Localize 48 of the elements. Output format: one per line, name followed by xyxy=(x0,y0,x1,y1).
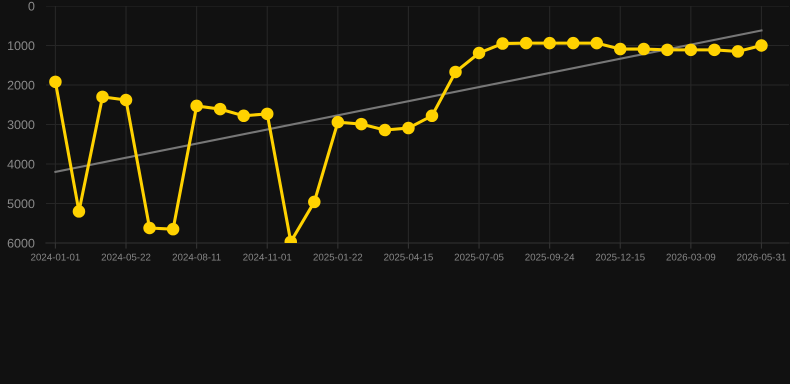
x-tick-label: 2025-01-22 xyxy=(313,254,362,261)
point xyxy=(755,39,768,52)
point xyxy=(260,108,274,120)
point xyxy=(614,42,627,56)
x-tick-label: 2026-03-09 xyxy=(666,254,716,261)
point xyxy=(543,36,556,50)
point xyxy=(590,36,603,50)
point xyxy=(684,44,698,56)
y-tick-label: 6000 xyxy=(8,238,34,248)
point xyxy=(638,42,650,56)
point xyxy=(472,46,486,60)
point xyxy=(402,122,415,134)
point xyxy=(166,222,180,236)
point xyxy=(566,36,580,50)
point xyxy=(355,118,368,130)
point xyxy=(426,110,438,122)
point xyxy=(661,44,674,56)
point xyxy=(332,116,344,128)
point xyxy=(214,102,226,116)
x-tick-label: 2025-09-24 xyxy=(525,254,574,261)
point xyxy=(449,66,462,78)
point xyxy=(72,205,86,218)
point xyxy=(96,90,109,104)
point xyxy=(496,37,509,50)
point xyxy=(143,222,156,234)
point xyxy=(378,124,392,136)
x-tick-label: 2025-04-15 xyxy=(384,254,433,261)
y-tick-label: 5000 xyxy=(8,199,34,208)
point xyxy=(120,94,132,106)
x-tick-label: 2024-01-01 xyxy=(31,254,80,261)
point xyxy=(190,100,203,112)
x-tick-label: 2026-05-31 xyxy=(737,254,786,261)
x-tick-label: 2025-07-05 xyxy=(454,254,504,261)
point xyxy=(49,76,62,88)
x-tick-label: 2024-05-22 xyxy=(102,254,150,261)
point xyxy=(732,45,744,58)
y-tick-label: 3000 xyxy=(8,120,34,130)
point xyxy=(308,196,321,208)
y-tick-label: 4000 xyxy=(7,160,34,169)
x-tick-label: 2024-08-11 xyxy=(172,254,221,261)
x-tick-label: 2024-11-01 xyxy=(243,254,292,261)
y-tick-label: 0 xyxy=(28,2,34,11)
point xyxy=(708,44,721,56)
point xyxy=(520,36,532,50)
x-tick-label: 2025-12-15 xyxy=(596,254,645,261)
y-tick-label: 1000 xyxy=(8,41,34,50)
point xyxy=(237,110,250,122)
y-tick-label: 2000 xyxy=(8,80,34,90)
